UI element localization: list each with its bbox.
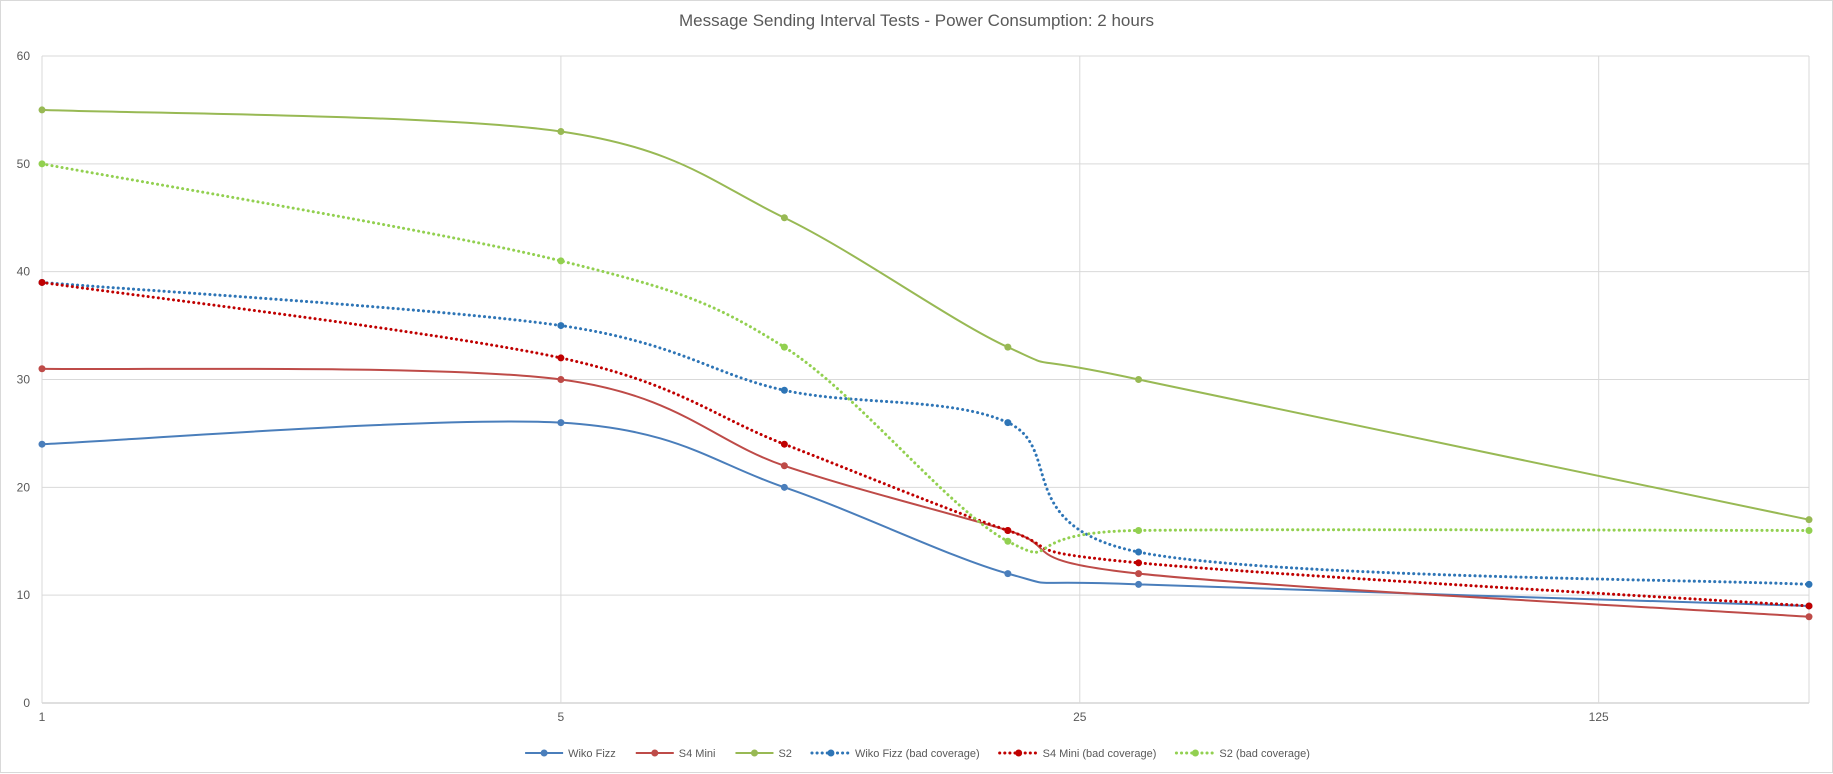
data-point [38, 365, 46, 373]
series-line [40, 162, 1811, 554]
data-point [1135, 570, 1143, 578]
legend-marker [1191, 749, 1199, 757]
y-tick-label: 0 [23, 696, 30, 710]
data-point [1805, 580, 1813, 588]
legend-item: Wiko Fizz [525, 748, 616, 760]
y-tick-label: 20 [17, 480, 31, 494]
data-point [1004, 343, 1012, 351]
data-point [1004, 526, 1012, 534]
x-tick-label: 25 [1073, 710, 1087, 724]
data-point [1135, 559, 1143, 567]
x-tick-label: 125 [1589, 710, 1609, 724]
legend-label: Wiko Fizz (bad coverage) [855, 748, 980, 760]
y-tick-label: 10 [17, 588, 31, 602]
series-wiko-fizz-bad-coverage [38, 278, 1813, 588]
y-tick-label: 50 [17, 157, 31, 171]
legend-item: Wiko Fizz (bad coverage) [810, 748, 980, 760]
data-point [1135, 376, 1143, 383]
data-point [1004, 419, 1012, 427]
data-point [1004, 537, 1012, 545]
data-point [780, 440, 788, 448]
data-point [1004, 570, 1012, 578]
legend-label: S4 Mini (bad coverage) [1043, 748, 1157, 760]
series-line [40, 280, 1811, 586]
data-point [557, 419, 565, 427]
data-point [1135, 526, 1143, 534]
chart-title: Message Sending Interval Tests - Power C… [679, 11, 1154, 30]
x-tick-label: 5 [558, 710, 565, 724]
data-point [780, 343, 788, 351]
legend-label: S2 (bad coverage) [1219, 748, 1310, 760]
data-point [1805, 602, 1813, 610]
data-point [557, 376, 565, 383]
y-tick-label: 40 [17, 265, 31, 279]
legend-item: S2 (bad coverage) [1174, 748, 1310, 760]
data-point [557, 257, 565, 265]
data-point [38, 278, 46, 286]
data-point [38, 106, 46, 114]
data-point [1135, 580, 1143, 588]
y-tick-label: 30 [17, 373, 31, 387]
legend-marker [1015, 749, 1023, 757]
legend-item: S2 [735, 748, 792, 760]
legend-marker [540, 749, 548, 757]
data-point [38, 160, 46, 168]
data-point [557, 127, 565, 135]
data-point [780, 386, 788, 394]
series-line [41, 367, 1810, 618]
legend-item: S4 Mini (bad coverage) [998, 748, 1157, 760]
legend-item: S4 Mini [635, 748, 716, 760]
legend-label: S4 Mini [679, 748, 716, 760]
data-point [780, 483, 788, 491]
data-point [1805, 516, 1813, 524]
data-point [1805, 613, 1813, 621]
series-line [41, 108, 1810, 521]
data-point [780, 214, 788, 222]
data-point [780, 462, 788, 470]
series-lines [38, 106, 1813, 621]
axis-labels: 0 10 20 30 40 50 60 1 5 25 125 [17, 49, 1609, 724]
data-point [38, 440, 46, 448]
legend-marker [827, 749, 835, 757]
series-s4-mini [38, 365, 1813, 621]
data-point [1135, 548, 1143, 556]
series-s2 [38, 106, 1813, 524]
legend-marker [651, 749, 659, 757]
legend-label: S2 [778, 748, 791, 760]
legend-label: Wiko Fizz [568, 748, 616, 760]
series-s4-mini-bad-coverage [38, 278, 1813, 610]
legend: Wiko Fizz S4 Mini S2 Wiko Fizz (bad coverag… [525, 748, 1310, 760]
series-wiko-fizz [38, 419, 1813, 610]
y-tick-label: 60 [17, 49, 31, 63]
data-point [1805, 526, 1813, 534]
legend-marker [750, 749, 758, 757]
series-line [41, 420, 1810, 607]
data-point [557, 322, 565, 330]
x-tick-label: 1 [39, 710, 46, 724]
grid-lines [41, 55, 1810, 704]
series-line [40, 280, 1811, 608]
data-point [557, 354, 565, 362]
series-s2-bad-coverage [38, 160, 1813, 554]
